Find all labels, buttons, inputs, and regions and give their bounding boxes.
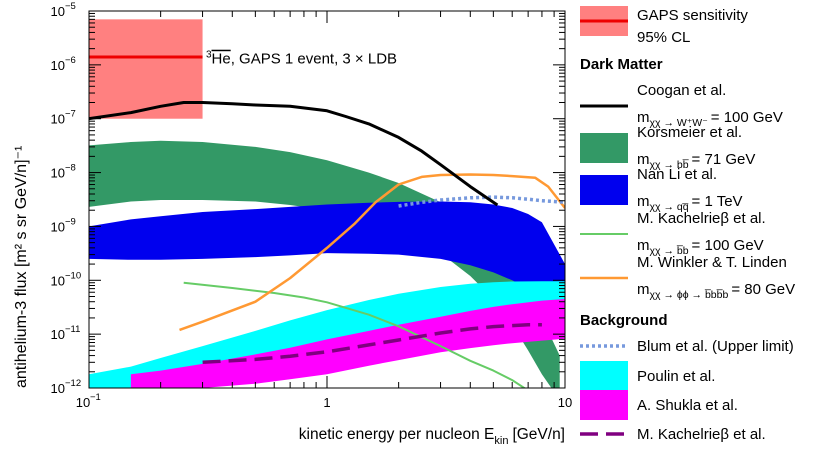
x-tick-label: 10 (558, 395, 572, 410)
y-tick-label: 10 (51, 166, 65, 181)
x-axis-label: kinetic energy per nucleon Ekin [GeV/n] (299, 426, 565, 447)
y-tick-label: 10 (51, 4, 65, 19)
y-tick-label: 10 (51, 219, 65, 234)
legend-label-shukla: A. Shukla et al. (637, 397, 738, 414)
x-tick-label: 10 (76, 395, 90, 410)
legend-label-korsmeier: Korsmeier et al. (637, 124, 742, 141)
y-tick-label-exponent: −11 (65, 324, 80, 335)
x-tick-label: 1 (323, 395, 330, 410)
y-tick-label-exponent: −7 (65, 109, 76, 120)
annotation-isotope-mass: 3 (206, 50, 212, 61)
legend-channel-nanli: mχχ → qq̅ = 1 TeV (637, 193, 743, 213)
y-tick-label-exponent: −9 (65, 216, 76, 227)
annotation-gaps-event: 3He, GAPS 1 event, 3 × LDB (206, 50, 397, 68)
y-axis-label: antihelium-3 flux [m² s sr GeV/n]⁻¹ (13, 146, 30, 388)
y-tick-label-exponent: −6 (65, 55, 76, 66)
y-tick-label-exponent: −10 (65, 270, 81, 281)
legend-swatch-nanli (580, 175, 628, 205)
legend-channel-korsmeier: mχχ → bb̅ = 71 GeV (637, 151, 755, 171)
legend-swatch-poulin (580, 361, 628, 391)
legend-swatch-korsmeier (580, 133, 628, 163)
legend-header-background: Background (580, 312, 668, 329)
legend-header-dark-matter: Dark Matter (580, 56, 663, 73)
line-coogan (89, 101, 499, 207)
legend-label-poulin: Poulin et al. (637, 368, 715, 385)
legend-channel-coogan: mχχ → W⁺W⁻ = 100 GeV (637, 109, 783, 129)
line-blum (398, 195, 565, 208)
line-kach_bg (202, 322, 542, 365)
annotation-isotope: He (212, 51, 231, 68)
y-tick-label-exponent: −8 (65, 163, 76, 174)
x-tick-label-exponent: −1 (90, 392, 101, 403)
legend-label-kach_bg: M. Kachelrieβ et al. (637, 426, 766, 443)
band-shukla (130, 299, 565, 388)
y-tick-label: 10 (51, 273, 65, 288)
x-axis-label-sub: kin (494, 435, 508, 447)
y-tick-label: 10 (51, 327, 65, 342)
x-axis-label-unit: [GeV/n] (512, 426, 565, 443)
legend-label-gaps: GAPS sensitivity (637, 7, 748, 24)
legend-label-blum: Blum et al. (Upper limit) (637, 338, 794, 355)
y-tick-label: 10 (51, 381, 65, 396)
legend-label-coogan: Coogan et al. (637, 82, 726, 99)
legend-channel-kach_dm: mχχ → b̅b = 100 GeV (637, 237, 764, 257)
legend-label-winkler: M. Winkler & T. Linden (637, 254, 787, 271)
legend-swatch-shukla (580, 390, 628, 420)
legend-label-nanli: Nan Li et al. (637, 166, 717, 183)
y-tick-label: 10 (51, 112, 65, 127)
y-tick-label-exponent: −5 (65, 1, 76, 12)
band-korsmeier (89, 140, 560, 388)
y-tick-label: 10 (51, 58, 65, 73)
legend-label-kach_dm: M. Kachelrieβ et al. (637, 210, 766, 227)
x-axis-label-main: kinetic energy per nucleon E (299, 426, 495, 443)
y-tick-label-exponent: −12 (65, 378, 81, 389)
annotation-text: , GAPS 1 event, 3 × LDB (231, 51, 397, 68)
legend-label-gaps-cl: 95% CL (637, 29, 690, 46)
band-nanli (89, 201, 565, 318)
line-winkler (179, 173, 565, 332)
plot-area (89, 19, 565, 388)
legend: GAPS sensitivity 95% CL Dark Matter Coogan … (580, 6, 795, 443)
legend-channel-winkler: mχχ → ϕϕ → b̅bb̅b = 80 GeV (637, 281, 795, 301)
